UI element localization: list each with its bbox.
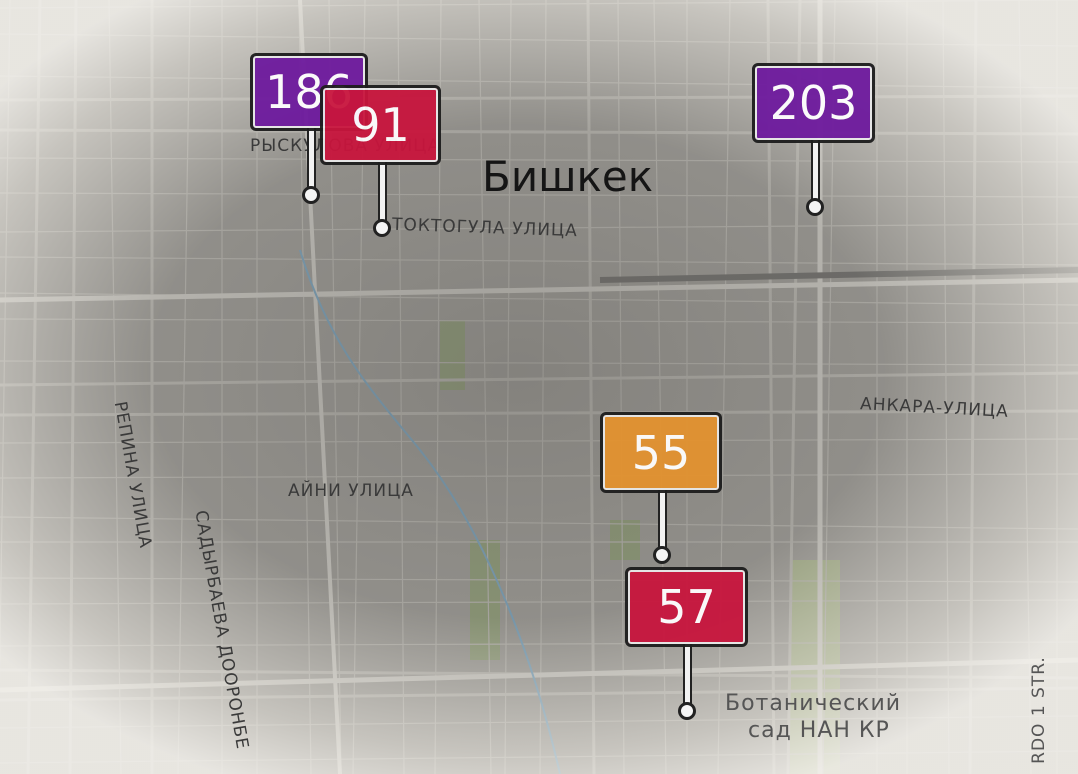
street-line (653, 0, 667, 774)
street-line (599, 267, 1078, 283)
marker-stem (307, 128, 316, 192)
marker-stem (658, 490, 667, 552)
aqi-value-badge[interactable]: 91 (320, 85, 441, 165)
poi-botanical-line2: сад НАН КР (748, 718, 890, 743)
street-line (0, 75, 1078, 89)
street-label-aini: АЙНИ УЛИЦА (288, 481, 414, 501)
park-area (610, 520, 640, 560)
street-line (0, 33, 1078, 47)
street-line (539, 0, 547, 774)
street-line (68, 0, 78, 774)
marker-stem (683, 644, 692, 708)
street-line (26, 0, 42, 774)
marker-pin-dot (373, 219, 391, 237)
street-line (0, 577, 1078, 583)
city-label: Бишкек (482, 152, 654, 201)
street-line (504, 0, 512, 774)
marker-stem (811, 140, 820, 204)
street-line (0, 438, 1078, 444)
street-label-rdo: RDO 1 STR. (1028, 656, 1049, 764)
street-line (586, 0, 596, 774)
street-line (942, 0, 950, 774)
street-line (0, 657, 1078, 693)
aqi-value-badge[interactable]: 55 (600, 412, 722, 493)
street-line (108, 0, 122, 774)
street-line (0, 516, 1078, 530)
aqi-value-badge[interactable]: 203 (752, 63, 875, 143)
street-line (617, 0, 625, 774)
street-line (0, 94, 1078, 102)
street-line (0, 641, 1078, 647)
marker-pin-dot (678, 702, 696, 720)
poi-botanical-line1: Ботанический (725, 691, 902, 716)
street-line (177, 0, 191, 774)
street-line (0, 0, 11, 684)
marker-pin-dot (653, 546, 671, 564)
street-line (0, 360, 1078, 366)
street-line (0, 715, 1078, 729)
street-line (0, 256, 1078, 266)
street-line (0, 128, 1078, 136)
street-line (0, 473, 1078, 479)
street-line (717, 0, 731, 774)
street-line (0, 371, 1078, 387)
park-area (470, 540, 500, 660)
street-line (0, 599, 1078, 605)
marker-pin-dot (806, 198, 824, 216)
marker-pin-dot (302, 186, 320, 204)
street-line (0, 277, 1078, 303)
marker-stem (378, 162, 387, 225)
street-line (0, 750, 1078, 764)
street-line (0, 0, 1078, 9)
aqi-value-badge[interactable]: 57 (625, 567, 748, 647)
street-line (968, 0, 978, 774)
street-line (0, 318, 1078, 324)
